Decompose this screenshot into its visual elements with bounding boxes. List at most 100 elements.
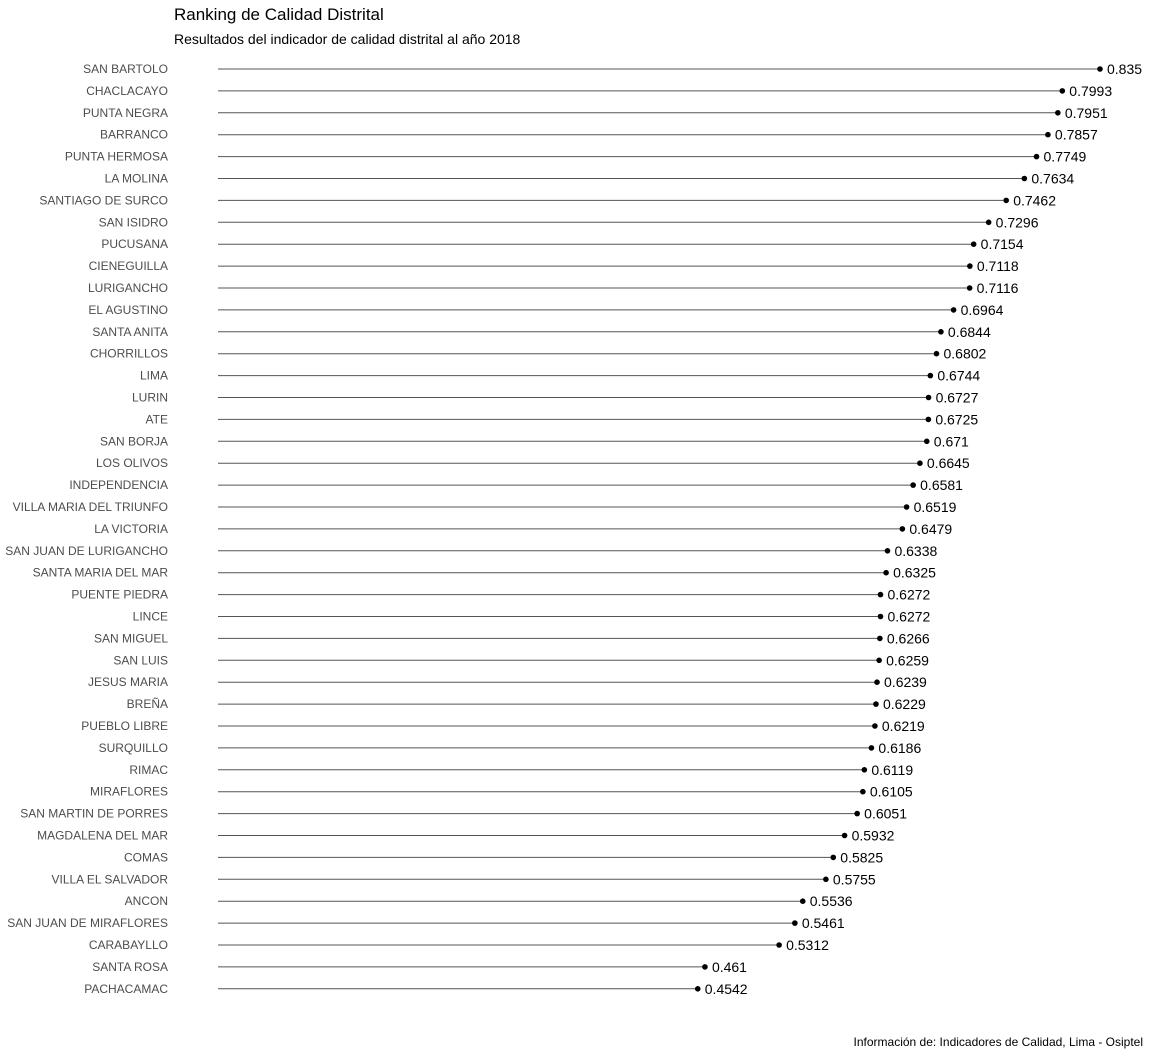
value-label: 0.6581 (920, 477, 963, 493)
lollipop-dot (933, 350, 940, 357)
category-label: PUCUSANA (101, 237, 168, 251)
value-label: 0.5825 (840, 849, 883, 865)
lollipop-dot (841, 832, 848, 839)
category-label: SANTA ANITA (92, 325, 168, 339)
value-label: 0.5536 (810, 893, 853, 909)
value-label: 0.6239 (884, 674, 927, 690)
category-label: EL AGUSTINO (88, 303, 168, 317)
value-label: 0.6119 (871, 762, 913, 778)
category-label: SANTA ROSA (92, 960, 168, 974)
value-label: 0.6266 (887, 630, 930, 646)
category-label: LOS OLIVOS (96, 456, 168, 470)
lollipop-dot (1059, 88, 1066, 94)
stems (218, 68, 1100, 990)
value-label: 0.4542 (705, 981, 748, 997)
category-label: SAN BORJA (100, 434, 168, 448)
value-label: 0.6479 (909, 521, 952, 537)
category-label: SANTIAGO DE SURCO (39, 193, 168, 207)
lollipop-dot (694, 986, 701, 992)
category-label: LIMA (140, 369, 168, 383)
lollipop-dot (925, 394, 932, 401)
value-label: 0.6727 (936, 390, 979, 406)
category-label: SAN ISIDRO (99, 215, 168, 229)
lollipop-dot (884, 548, 891, 554)
category-label: CHORRILLOS (90, 347, 168, 361)
value-label: 0.835 (1107, 61, 1142, 77)
category-label: VILLA EL SALVADOR (51, 872, 168, 886)
category-label: SURQUILLO (99, 741, 168, 755)
value-label: 0.6219 (882, 718, 925, 734)
value-label: 0.7296 (996, 214, 1039, 230)
lollipop-dot (1021, 175, 1028, 182)
value-label: 0.5312 (786, 937, 829, 953)
category-label: SAN JUAN DE LURIGANCHO (5, 544, 168, 558)
category-label: INDEPENDENCIA (69, 478, 168, 492)
value-label: 0.6964 (961, 302, 1004, 318)
category-label: CHACLACAYO (86, 84, 168, 98)
category-label: MIRAFLORES (90, 785, 168, 799)
value-label: 0.5755 (833, 871, 876, 887)
chart-subtitle: Resultados del indicador de calidad dist… (174, 31, 521, 47)
value-label: 0.6229 (883, 696, 926, 712)
value-label: 0.7993 (1069, 83, 1112, 99)
lollipop-dot (970, 241, 977, 247)
category-label: SAN MARTIN DE PORRES (20, 807, 168, 821)
lollipop-dot (799, 898, 806, 904)
lollipop-dot (967, 263, 973, 269)
category-label: LINCE (133, 610, 168, 624)
lollipop-dot (702, 964, 708, 970)
value-label: 0.7154 (981, 236, 1024, 252)
lollipop-dot (1055, 110, 1061, 116)
lollipop-dot (950, 307, 957, 313)
category-label: COMAS (124, 850, 168, 864)
category-label: VILLA MARIA DEL TRIUNFO (13, 500, 168, 514)
category-label: JESUS MARIA (88, 675, 168, 689)
category-label: SAN BARTOLO (83, 62, 168, 76)
category-label: PUEBLO LIBRE (81, 719, 168, 733)
lollipop-dot (868, 745, 875, 751)
value-label: 0.7951 (1065, 105, 1108, 121)
lollipop-dot (1045, 131, 1051, 138)
value-label: 0.671 (934, 433, 969, 449)
category-label: ANCON (125, 894, 168, 908)
lollipop-dot (776, 942, 782, 948)
lollipop-dot (1097, 66, 1103, 72)
value-label: 0.7462 (1013, 192, 1056, 208)
category-label: PUNTA NEGRA (83, 106, 168, 120)
category-label: CARABAYLLO (89, 938, 168, 952)
value-label: 0.6802 (943, 346, 986, 362)
lollipop-dot (876, 657, 882, 664)
lollipop-dot (927, 372, 934, 379)
lollipop-chart: SAN BARTOLO CHACLACAYO PUNTA NEGRA BARRANCO… (5, 61, 1142, 997)
lollipop-dot (985, 219, 992, 226)
value-label: 0.6744 (937, 368, 980, 384)
category-label: RIMAC (129, 763, 168, 777)
value-label: 0.7118 (977, 258, 1019, 274)
category-label: SAN JUAN DE MIRAFLORES (7, 916, 168, 930)
lollipop-dot (938, 329, 944, 335)
lollipop-dot (861, 767, 868, 773)
lollipop-dot (923, 438, 930, 445)
lollipop-dot (874, 679, 880, 685)
lollipop-dot (903, 504, 910, 510)
lollipop-dot (877, 613, 884, 620)
lollipop-dot (925, 416, 932, 423)
value-label: 0.7116 (977, 280, 1019, 296)
category-label: SAN LUIS (113, 653, 168, 667)
category-label: PACHACAMAC (84, 982, 168, 996)
value-label: 0.7857 (1055, 127, 1098, 143)
lollipop-dot (877, 635, 883, 642)
lollipop-dot (792, 920, 798, 926)
category-label: PUENTE PIEDRA (71, 588, 168, 602)
category-label: BARRANCO (100, 128, 168, 142)
value-label: 0.7634 (1031, 171, 1074, 187)
lollipop-dot (877, 591, 884, 598)
category-label: MAGDALENA DEL MAR (37, 829, 168, 843)
category-label: SANTA MARIA DEL MAR (33, 566, 169, 580)
value-label: 0.7749 (1044, 149, 1087, 165)
lollipop-dot (917, 460, 923, 467)
lollipop-dot (966, 285, 973, 291)
lollipop-dot (873, 701, 879, 707)
lollipop-dot (854, 810, 860, 817)
lollipop-dot (910, 482, 916, 488)
